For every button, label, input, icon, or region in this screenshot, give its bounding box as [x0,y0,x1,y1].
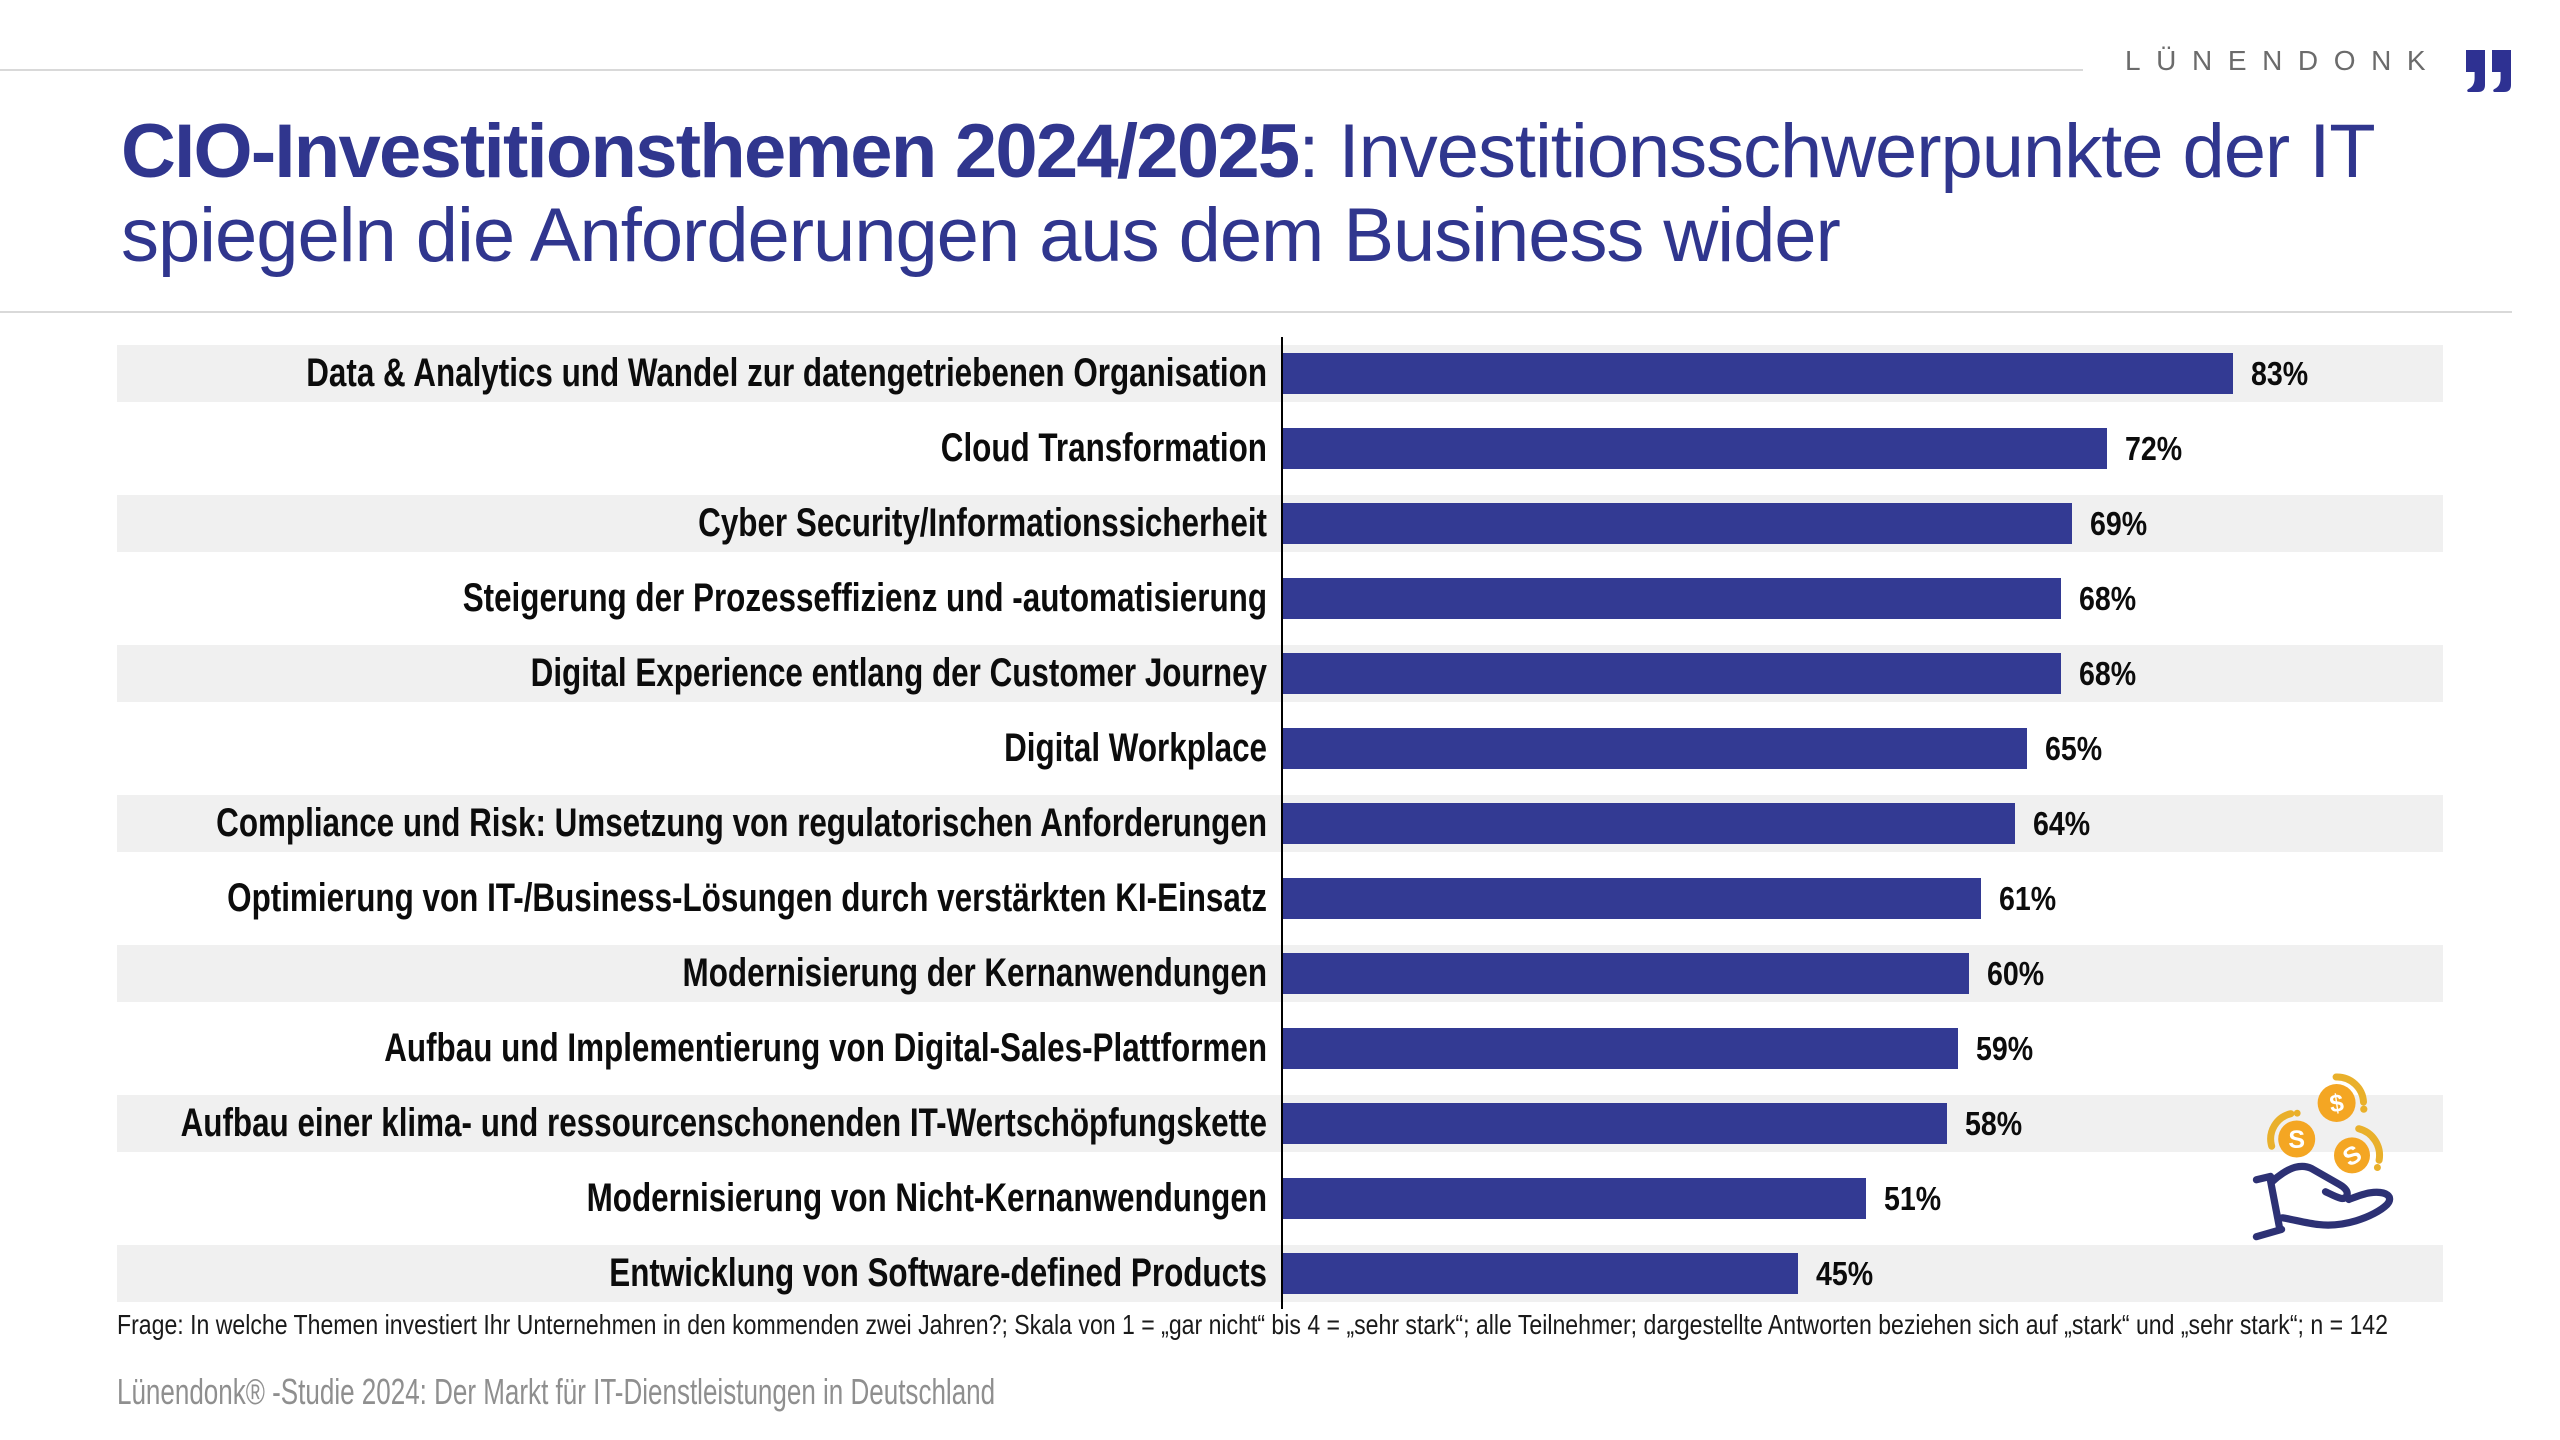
svg-text:S: S [2288,1126,2305,1154]
svg-text:$: $ [2328,1089,2346,1119]
